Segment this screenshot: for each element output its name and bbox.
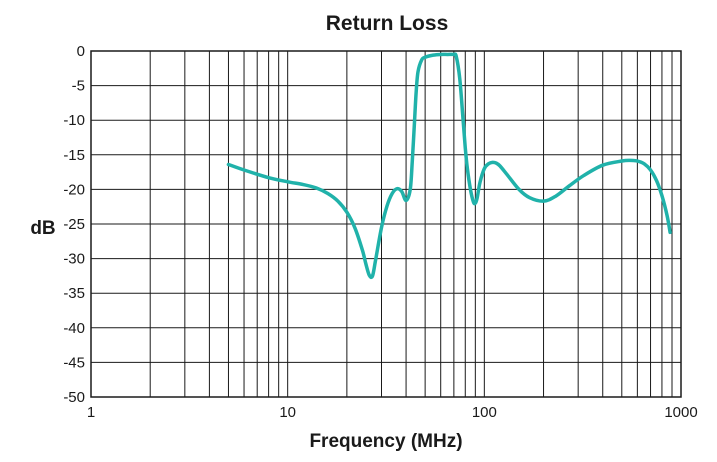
plot-frame — [90, 50, 682, 398]
x-axis-label: Frequency (MHz) — [309, 431, 462, 452]
x-tick-label: 1 — [87, 404, 95, 421]
x-tick-label: 1000 — [664, 404, 697, 421]
y-tick-label: -35 — [63, 285, 85, 302]
tick-labels: 0 -5 -10 -15 -20 -25 -30 -35 -40 -45 -501 10 100 1000 — [63, 43, 697, 421]
y-tick-label: -30 — [63, 251, 85, 268]
x-tick-label: 10 — [279, 404, 296, 421]
series-layer — [226, 52, 672, 280]
y-tick-label: -40 — [63, 320, 85, 337]
y-tick-label: -10 — [63, 112, 85, 129]
chart-title: Return Loss — [326, 12, 449, 35]
y-tick-label: -5 — [72, 78, 85, 95]
y-tick-label: 0 — [77, 43, 85, 60]
x-tick-label: 100 — [472, 404, 497, 421]
grid — [90, 50, 681, 398]
y-tick-label: -45 — [63, 354, 85, 371]
return-loss-line — [226, 52, 672, 280]
y-axis-label: dB — [30, 218, 55, 239]
y-tick-label: -15 — [63, 147, 85, 164]
y-tick-label: -25 — [63, 216, 85, 233]
y-tick-label: -20 — [63, 181, 85, 198]
y-tick-label: -50 — [63, 389, 85, 406]
